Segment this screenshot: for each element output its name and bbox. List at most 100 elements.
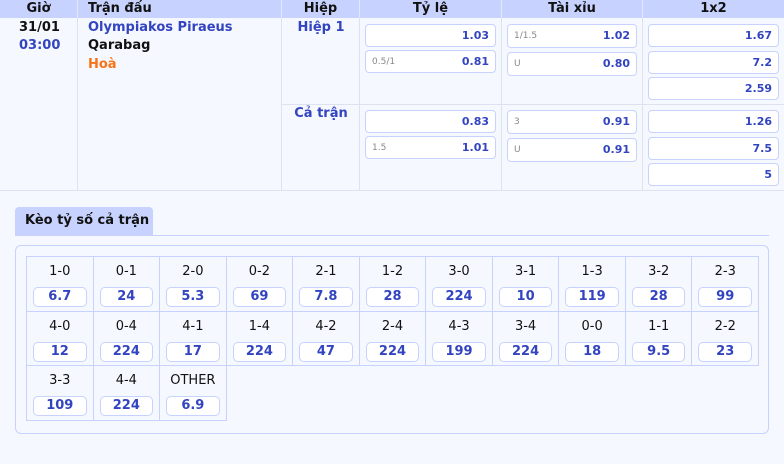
score-cell: 4-4 224 (92, 365, 161, 421)
score-cell: 1-1 9.5 (624, 310, 693, 366)
score-cell: 2-3 99 (691, 256, 759, 312)
score-odds-button[interactable]: 109 (33, 396, 87, 416)
score-odds-button[interactable]: 6.9 (166, 396, 220, 416)
overunder-line: 3 (514, 117, 520, 127)
overunder-line: 1/1.5 (514, 31, 538, 41)
1x2-odds-button[interactable]: 7.5 (648, 136, 779, 160)
score-odds-button[interactable]: 17 (166, 341, 220, 362)
score-odds-button[interactable]: 7.8 (299, 287, 353, 307)
score-cell: 2-2 23 (691, 310, 759, 366)
handicap-line: 0.5/1 (372, 57, 396, 67)
odds-value: 0.91 (602, 143, 630, 156)
score-odds-button[interactable]: 224 (365, 341, 420, 362)
handicap-odds-button[interactable]: 1.03 (365, 24, 496, 47)
overunder-odds-button[interactable]: U 0.91 (507, 138, 637, 162)
handicap-odds-button[interactable]: 1.5 1.01 (365, 136, 496, 159)
header-handicap: Tỷ lệ (360, 0, 502, 18)
score-label: 4-4 (115, 373, 137, 388)
score-cell: 3-2 28 (624, 256, 693, 312)
score-odds-button[interactable]: 12 (33, 341, 87, 362)
score-odds-button[interactable]: 10 (498, 287, 553, 307)
1x2-odds-button[interactable]: 2.59 (648, 77, 779, 100)
odds-value: 0.83 (461, 115, 489, 128)
score-label: 3-1 (514, 264, 537, 279)
score-label: 2-2 (714, 318, 736, 334)
correct-score-panel (15, 245, 769, 434)
overunder-odds-button[interactable]: 1/1.5 1.02 (507, 24, 637, 48)
score-label: 1-0 (49, 264, 71, 279)
score-cell: 3-1 10 (491, 256, 560, 312)
score-odds-button[interactable]: 28 (631, 287, 686, 307)
score-label: 3-3 (49, 373, 71, 388)
handicap-odds-button[interactable]: 0.83 (365, 110, 496, 133)
score-odds-button[interactable]: 119 (565, 287, 619, 307)
handicap-odds-button[interactable]: 0.5/1 0.81 (365, 50, 496, 73)
odds-value: 7.5 (752, 141, 773, 155)
score-odds-button[interactable]: 23 (698, 341, 752, 362)
match-date: 31/01 (19, 20, 60, 35)
away-team[interactable]: Qarabag (88, 38, 151, 53)
score-label: 2-1 (315, 264, 337, 279)
score-cell: 3-3 109 (26, 365, 94, 421)
odds-value: 0.81 (461, 55, 489, 68)
score-odds-button[interactable]: 18 (565, 341, 619, 362)
match-time: 03:00 (19, 38, 61, 53)
score-cell: 2-1 7.8 (292, 256, 360, 312)
score-label: 1-4 (248, 318, 271, 334)
score-odds-button[interactable]: 9.5 (631, 341, 686, 362)
score-label: 4-0 (49, 318, 71, 334)
overunder-odds-button[interactable]: 3 0.91 (507, 110, 637, 134)
tab-correct-score[interactable]: Kèo tỷ số cả trận (15, 207, 153, 236)
score-label: 1-2 (381, 264, 404, 279)
score-cell: OTHER 6.9 (159, 365, 227, 421)
col-match (78, 18, 282, 190)
score-odds-button[interactable]: 6.7 (33, 287, 87, 307)
score-label: 4-1 (182, 318, 204, 334)
score-odds-button[interactable]: 224 (232, 341, 287, 362)
score-cell: 3-4 224 (491, 310, 560, 366)
score-odds-button[interactable]: 224 (99, 396, 154, 416)
score-odds-button[interactable]: 28 (365, 287, 420, 307)
odds-value: 1.26 (744, 115, 772, 128)
score-odds-button[interactable]: 224 (432, 287, 486, 307)
score-cell: 0-1 24 (92, 256, 161, 312)
score-cell: 2-4 224 (358, 310, 427, 366)
score-label: 1-3 (581, 264, 603, 279)
1x2-odds-button[interactable]: 5 (648, 163, 779, 186)
score-odds-button[interactable]: 224 (498, 341, 553, 362)
score-label: 0-1 (115, 264, 137, 279)
score-label: 1-1 (648, 318, 670, 334)
home-team[interactable]: Olympiakos Piraeus (88, 20, 233, 35)
score-cell: 0-0 18 (558, 310, 626, 366)
header-overunder: Tài xỉu (502, 0, 643, 18)
divider (282, 104, 784, 105)
odds-value: 1.01 (461, 141, 489, 154)
table-header: Giờ Trận đấu Hiệp Tỷ lệ Tài xỉu 1x2 (0, 0, 784, 18)
score-label: 4-2 (315, 318, 337, 334)
1x2-odds-button[interactable]: 1.67 (648, 24, 779, 47)
score-odds-button[interactable]: 24 (99, 287, 154, 307)
1x2-odds-button[interactable]: 1.26 (648, 110, 779, 133)
header-time: Giờ (0, 0, 78, 18)
odds-value: 2.59 (744, 82, 772, 95)
score-cell: 1-2 28 (358, 256, 427, 312)
score-odds-button[interactable]: 99 (698, 287, 752, 307)
overunder-line: U (514, 145, 521, 155)
header-match: Trận đấu (78, 0, 282, 18)
overunder-odds-button[interactable]: U 0.80 (507, 52, 637, 76)
score-cell: 1-0 6.7 (26, 256, 94, 312)
odds-value: 0.91 (602, 115, 630, 128)
score-label: 3-4 (514, 318, 537, 334)
score-cell: 4-0 12 (26, 310, 94, 366)
score-odds-button[interactable]: 69 (232, 287, 287, 307)
draw-label: Hoà (88, 57, 117, 72)
score-odds-button[interactable]: 224 (99, 341, 154, 362)
score-odds-button[interactable]: 47 (299, 341, 353, 362)
score-cell: 4-1 17 (159, 310, 227, 366)
score-label: OTHER (170, 373, 216, 388)
score-odds-button[interactable]: 199 (432, 341, 486, 362)
score-odds-button[interactable]: 5.3 (166, 287, 220, 307)
score-cell: 4-3 199 (425, 310, 493, 366)
odds-value: 0.80 (602, 57, 630, 70)
1x2-odds-button[interactable]: 7.2 (648, 50, 779, 74)
